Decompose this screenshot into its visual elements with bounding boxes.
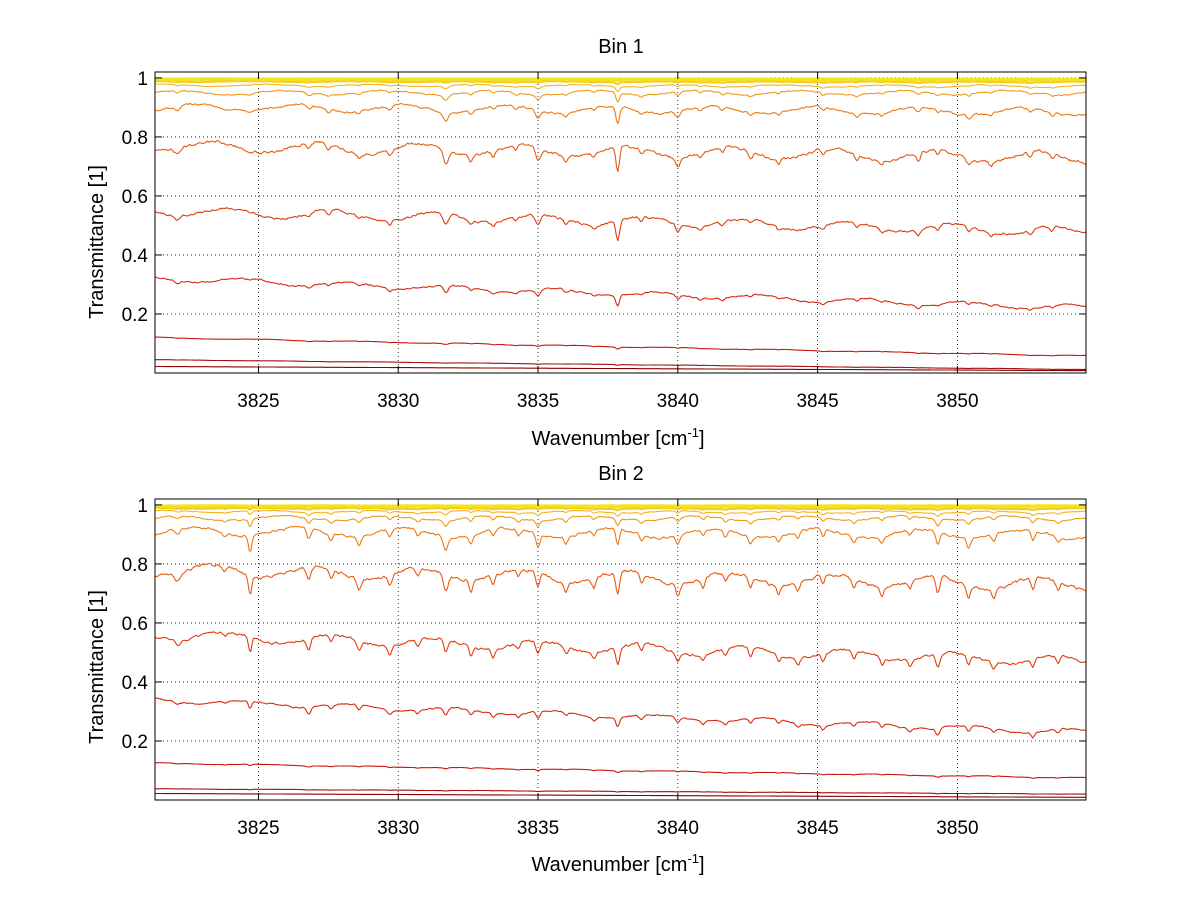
x-tick-label: 3835 (517, 818, 559, 839)
subplot-bin-1: Bin 1 3825 3830 3835 3840 3845 3850 0.2 0.4 0.6 0… (86, 36, 1087, 450)
y-tick-label: 0.8 (122, 555, 148, 576)
series-line (155, 77, 1086, 81)
series-line (154, 83, 1087, 92)
series-line (154, 140, 1087, 173)
y-tick-label: 0.4 (122, 673, 149, 694)
x-tick-label: 3850 (936, 818, 978, 839)
x-tick-label: 3835 (517, 391, 559, 412)
x-tick-label: 3845 (796, 391, 838, 412)
x-tick-label: 3825 (237, 818, 279, 839)
series-line (154, 79, 1087, 86)
y-tick-label: 1 (137, 69, 148, 90)
series-line (154, 509, 1087, 517)
ticks: 3825 3830 3835 3840 3845 3850 0.2 0.4 0.6 0.8 1 (122, 496, 1086, 839)
y-tick-label: 0.4 (122, 246, 149, 267)
series-line (155, 762, 1087, 779)
x-tick-label: 3840 (657, 818, 699, 839)
y-tick-label: 0.2 (122, 732, 148, 753)
y-tick-label: 1 (137, 496, 148, 517)
x-tick-label: 3845 (796, 818, 838, 839)
series-line (155, 359, 1086, 370)
series-line (154, 697, 1087, 739)
series-line (155, 505, 1086, 509)
ticks: 3825 3830 3835 3840 3845 3850 0.2 0.4 0.6 0.8 1 (122, 69, 1086, 412)
series-group (154, 77, 1087, 372)
x-tick-label: 3825 (237, 391, 279, 412)
grid (155, 499, 1086, 800)
series-line (154, 562, 1087, 600)
y-tick-label: 0.6 (122, 187, 148, 208)
axes-frame (154, 71, 1087, 374)
x-tick-label: 3830 (377, 391, 419, 412)
series-group (154, 504, 1087, 798)
y-tick-label: 0.8 (122, 128, 148, 149)
series-line (154, 102, 1087, 125)
series-line (155, 514, 1087, 527)
chart-title: Bin 2 (598, 463, 644, 485)
x-axis-label: Wavenumber [cm-1] (531, 425, 704, 450)
y-axis-label: Transmittance [1] (86, 165, 108, 319)
x-axis-label: Wavenumber [cm-1] (531, 851, 704, 876)
y-axis-label: Transmittance [1] (86, 590, 108, 744)
series-line (155, 788, 1087, 795)
subplot-bin-2: Bin 2 3825 3830 3835 3840 3845 3850 0.2 0.4 0.6 0… (86, 463, 1087, 876)
series-line (155, 792, 1086, 798)
x-tick-label: 3830 (377, 818, 419, 839)
series-line (154, 89, 1087, 103)
series-line (155, 365, 1086, 372)
series-line (154, 276, 1087, 311)
series-line (155, 336, 1086, 357)
x-tick-label: 3840 (657, 391, 699, 412)
series-line (154, 207, 1087, 242)
series-line (154, 525, 1087, 552)
y-tick-label: 0.6 (122, 614, 148, 635)
chart-title: Bin 1 (598, 36, 644, 58)
grid (155, 72, 1086, 373)
series-line (154, 631, 1087, 670)
series-line (155, 506, 1086, 512)
y-tick-label: 0.2 (122, 305, 148, 326)
x-tick-label: 3850 (936, 391, 978, 412)
axes-frame (154, 498, 1087, 801)
series-line (154, 78, 1086, 83)
